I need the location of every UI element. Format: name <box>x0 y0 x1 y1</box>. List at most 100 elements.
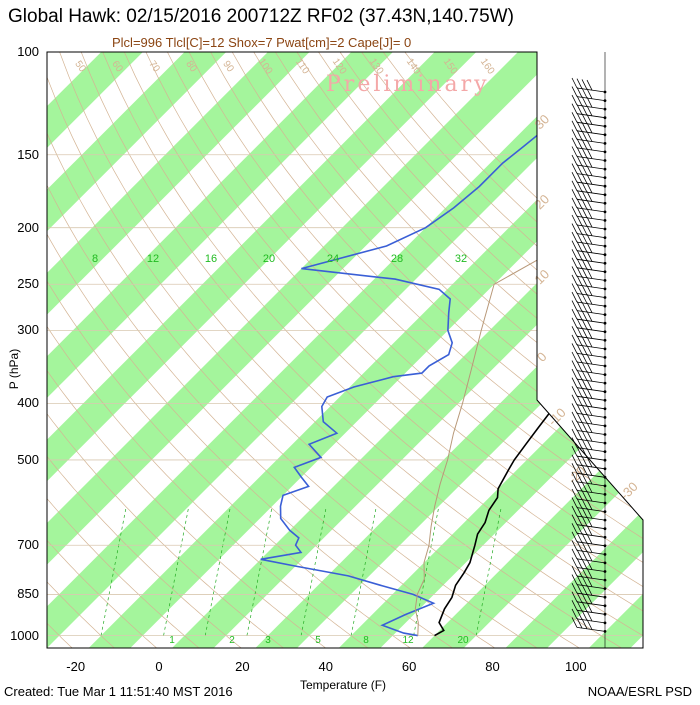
wind-barb <box>572 275 606 290</box>
wind-barb-dot <box>604 416 607 419</box>
wind-barb <box>572 164 606 179</box>
wind-barb <box>572 429 606 444</box>
y-tick-label: 400 <box>0 395 39 410</box>
wind-barb <box>572 309 606 324</box>
temperature-band <box>672 52 700 648</box>
wind-barb-feather <box>572 155 577 165</box>
wind-barb-dot <box>604 527 607 530</box>
mixing-ratio-bottom-label: 12 <box>402 635 414 646</box>
wind-barb-dot <box>604 168 607 171</box>
wind-barb-feather <box>572 112 577 122</box>
wind-barb-dot <box>604 219 607 222</box>
wind-barb <box>572 540 606 555</box>
wind-barb-feather <box>572 361 577 371</box>
wind-barb-dot <box>604 330 607 333</box>
y-tick-label: 200 <box>0 220 39 235</box>
mixing-ratio-bottom-label: 8 <box>363 635 369 646</box>
wind-barb-feather <box>572 87 577 97</box>
wind-barb <box>572 403 606 418</box>
wind-barb <box>572 87 606 102</box>
mixing-ratio-bottom-label: 20 <box>457 635 469 646</box>
wind-barb-feather <box>572 258 577 268</box>
mixing-ratio-bottom-label: 5 <box>315 635 321 646</box>
wind-barb <box>572 206 606 221</box>
wind-barb-feather <box>572 549 577 559</box>
wind-barb-feather <box>572 147 577 157</box>
wind-barb-feather <box>572 352 577 362</box>
wind-barb <box>572 181 606 196</box>
wind-barb-dot <box>604 296 607 299</box>
wind-barb-feather <box>572 326 577 336</box>
wind-barb-feather <box>572 164 577 174</box>
wind-barb <box>572 361 606 376</box>
wind-barb-dot <box>604 579 607 582</box>
wind-barb <box>572 369 606 384</box>
wind-barb <box>572 224 606 239</box>
wind-barb-dot <box>604 279 607 282</box>
wind-barb-dot <box>604 236 607 239</box>
wind-barb <box>572 155 606 170</box>
mixing-ratio-bottom-label: 2 <box>229 635 235 646</box>
wind-barb-feather <box>572 318 577 328</box>
wind-barb-dot <box>604 339 607 342</box>
wind-barb-feather <box>572 386 577 396</box>
wind-barb-dot <box>604 262 607 265</box>
wind-barb <box>572 215 606 230</box>
moist-adiabat-label: -30 <box>617 479 641 503</box>
wind-barb <box>572 129 606 144</box>
wind-barb-dot <box>604 228 607 231</box>
wind-barb <box>572 343 606 358</box>
y-tick-label: 1000 <box>0 628 39 643</box>
wind-barb-feather <box>572 343 577 353</box>
y-tick-label: 100 <box>0 44 39 59</box>
wind-barb-dot <box>604 442 607 445</box>
wind-barb-feather <box>572 292 577 302</box>
mixing-ratio-label: 8 <box>92 253 98 265</box>
wind-barb-dot <box>604 613 607 616</box>
wind-barb-dot <box>604 133 607 136</box>
wind-barb-dot <box>604 193 607 196</box>
wind-barb <box>572 617 606 632</box>
mixing-ratio-label: 24 <box>327 253 339 265</box>
wind-barb-dot <box>604 622 607 625</box>
temperature-bands <box>0 52 700 648</box>
wind-barb <box>572 147 606 162</box>
wind-barb <box>572 292 606 307</box>
wind-barb-dot <box>604 176 607 179</box>
wind-barb-feather <box>572 189 577 199</box>
wind-barb-dot <box>604 365 607 368</box>
wind-barb-dot <box>604 493 607 496</box>
wind-barb-feather <box>572 369 577 379</box>
wind-barb-feather <box>572 241 577 251</box>
wind-barb-feather <box>572 403 577 413</box>
wind-barb-dot <box>604 399 607 402</box>
wind-barb-feather <box>572 284 577 294</box>
wind-barb-dot <box>604 356 607 359</box>
wind-barb <box>572 421 606 436</box>
wind-barb-feather <box>572 78 577 88</box>
wind-barb-dot <box>604 407 607 410</box>
wind-barb-dot <box>604 502 607 505</box>
wind-barb-feather <box>572 215 577 225</box>
wind-barb-dot <box>604 425 607 428</box>
wind-barb-feather <box>572 412 577 422</box>
wind-barb <box>572 326 606 341</box>
mixing-ratio-label: 32 <box>455 253 467 265</box>
wind-barb-feather <box>572 206 577 216</box>
wind-barb-dot <box>604 253 607 256</box>
wind-barb <box>572 138 606 153</box>
wind-barb-dot <box>604 570 607 573</box>
wind-barb-dot <box>604 553 607 556</box>
wind-barb-dot <box>604 467 607 470</box>
wind-barb-dot <box>604 630 607 633</box>
wind-barb <box>572 189 606 204</box>
wind-barb-dot <box>604 450 607 453</box>
wind-barb-feather <box>572 429 577 439</box>
wind-barb-dot <box>604 313 607 316</box>
wind-barb-dot <box>604 245 607 248</box>
dry-adiabat-label: 70 <box>146 59 162 75</box>
y-tick-label: 500 <box>0 452 39 467</box>
wind-barb-feather <box>572 275 577 285</box>
